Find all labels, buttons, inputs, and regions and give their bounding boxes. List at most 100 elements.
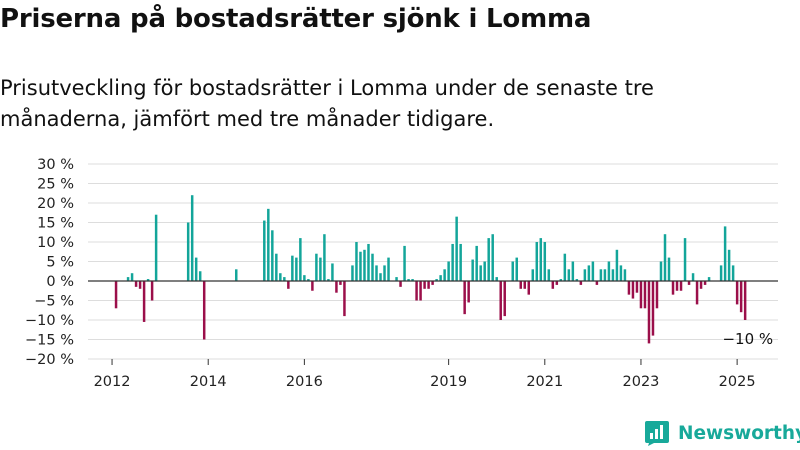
bar bbox=[503, 281, 506, 317]
bar bbox=[675, 281, 679, 291]
bar bbox=[407, 279, 410, 281]
bar bbox=[150, 281, 154, 301]
bar bbox=[319, 257, 322, 281]
bar bbox=[271, 230, 274, 281]
bar-chart: 30 % 25 % 20 % 15 % 10 % 5 % 0 % −5 % −10 % −15 %… bbox=[25, 157, 778, 390]
bar bbox=[499, 281, 502, 320]
bar bbox=[659, 261, 663, 281]
bar bbox=[627, 281, 631, 295]
bar bbox=[387, 257, 390, 281]
bar bbox=[403, 245, 406, 281]
bar bbox=[134, 281, 138, 287]
bar bbox=[731, 265, 735, 281]
bar bbox=[575, 279, 579, 281]
bar bbox=[651, 281, 655, 336]
bar bbox=[455, 216, 458, 281]
bar bbox=[647, 281, 651, 344]
x-tick-label: 2025 bbox=[719, 374, 756, 390]
y-tick-label: 5 % bbox=[46, 255, 74, 271]
bar bbox=[579, 281, 583, 285]
bar bbox=[539, 238, 543, 281]
bar bbox=[279, 273, 282, 281]
x-tick-label: 2021 bbox=[526, 374, 563, 390]
bar bbox=[563, 253, 567, 281]
bar bbox=[663, 234, 667, 281]
bar bbox=[483, 261, 486, 281]
chart-subtitle: Prisutveckling för bostadsrätter i Lomma… bbox=[0, 76, 654, 131]
bar bbox=[146, 279, 150, 281]
bar bbox=[439, 275, 442, 281]
bar bbox=[138, 281, 142, 289]
bar bbox=[463, 281, 466, 315]
y-tick-label: 15 % bbox=[37, 216, 74, 232]
bar bbox=[283, 277, 286, 281]
bar bbox=[511, 261, 514, 281]
bar bbox=[547, 269, 551, 281]
bar bbox=[687, 281, 691, 285]
bar bbox=[719, 265, 723, 281]
x-tick-label: 2019 bbox=[430, 374, 467, 390]
bar bbox=[599, 269, 603, 281]
bar bbox=[619, 265, 623, 281]
bar bbox=[343, 281, 346, 317]
y-tick-label: 0 % bbox=[46, 274, 74, 290]
bar bbox=[263, 220, 266, 281]
bar bbox=[479, 265, 482, 281]
y-tick-label: 25 % bbox=[37, 177, 74, 193]
bar bbox=[295, 257, 298, 281]
bar bbox=[307, 279, 310, 281]
bar bbox=[351, 265, 354, 281]
bar bbox=[595, 281, 599, 285]
bar bbox=[194, 257, 198, 281]
bar bbox=[399, 281, 402, 287]
bar bbox=[611, 269, 615, 281]
bar bbox=[639, 281, 643, 309]
bar bbox=[423, 281, 426, 289]
bar bbox=[551, 281, 555, 289]
bar bbox=[198, 271, 202, 281]
bar bbox=[459, 243, 462, 281]
bar bbox=[383, 265, 386, 281]
bar bbox=[303, 275, 306, 281]
bar bbox=[703, 281, 707, 285]
bar bbox=[154, 214, 158, 281]
bar bbox=[471, 259, 474, 281]
bar bbox=[655, 281, 659, 309]
y-tick-label: 20 % bbox=[37, 196, 74, 212]
bar bbox=[743, 281, 747, 320]
brand-footer[interactable]: Newsworthy bbox=[644, 420, 800, 446]
bar bbox=[707, 277, 711, 281]
bar bbox=[559, 279, 563, 281]
bar bbox=[571, 261, 575, 281]
bar bbox=[375, 265, 378, 281]
bar bbox=[447, 261, 450, 281]
bar bbox=[519, 281, 522, 289]
bar bbox=[723, 226, 727, 281]
bar bbox=[371, 253, 374, 281]
bar bbox=[419, 281, 422, 301]
brand-name: Newsworthy bbox=[678, 422, 800, 444]
bar bbox=[291, 255, 294, 281]
bar bbox=[435, 279, 438, 281]
bar bbox=[491, 234, 494, 281]
bar bbox=[287, 281, 290, 289]
newsworthy-logo-icon bbox=[645, 421, 669, 446]
y-tick-label: −15 % bbox=[25, 333, 74, 349]
bar bbox=[695, 281, 699, 305]
latest-value-annotation: −10 % bbox=[722, 330, 773, 348]
bar bbox=[411, 279, 414, 281]
bar bbox=[126, 277, 130, 281]
bar bbox=[587, 265, 591, 281]
bar bbox=[631, 281, 635, 299]
bar bbox=[699, 281, 703, 289]
bar bbox=[142, 281, 146, 322]
bar bbox=[475, 245, 478, 281]
bar bbox=[323, 234, 326, 281]
bar bbox=[535, 242, 539, 281]
bar bbox=[363, 249, 366, 281]
bar bbox=[523, 281, 527, 289]
bar bbox=[603, 269, 607, 281]
bar bbox=[186, 222, 190, 281]
y-tick-label: −20 % bbox=[25, 352, 74, 368]
bar bbox=[555, 281, 559, 285]
